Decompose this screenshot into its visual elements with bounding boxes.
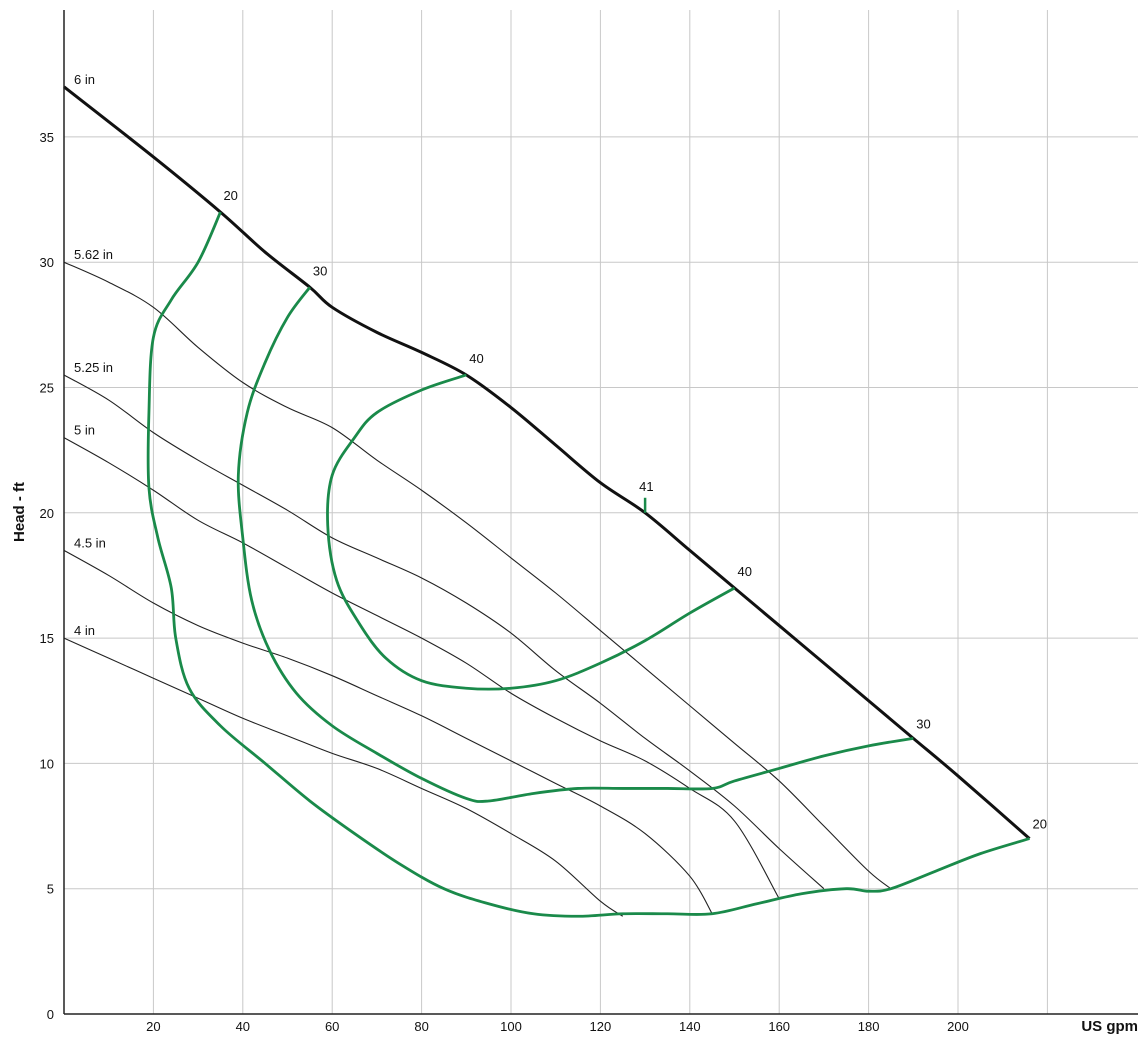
impeller-curve xyxy=(63,261,892,890)
curve-labels: 6 in 5.62 in 5.25 in 5 in 4.5 in 4 in 20 30 40 40… xyxy=(74,72,1047,832)
efficiency-curve xyxy=(326,373,736,691)
efficiency-label: 20 xyxy=(1033,817,1047,832)
grid-lines xyxy=(64,10,1138,1014)
impeller-curve-label: 5.62 in xyxy=(74,247,113,262)
efficiency-curve xyxy=(146,211,1030,918)
efficiency-label: 40 xyxy=(469,351,483,366)
x-axis-title: US gpm xyxy=(1081,1018,1138,1035)
impeller-curve-label: 6 in xyxy=(74,72,95,87)
efficiency-label: 41 xyxy=(639,479,653,494)
x-tick-label: 80 xyxy=(414,1019,428,1034)
impeller-curve-label: 4.5 in xyxy=(74,535,106,550)
efficiency-curve xyxy=(236,286,914,803)
y-tick-label: 5 xyxy=(47,882,54,897)
y-tick-label: 0 xyxy=(47,1007,54,1022)
y-tick-label: 30 xyxy=(40,255,54,270)
impeller-curve xyxy=(63,637,624,917)
y-tick-label: 35 xyxy=(40,130,54,145)
impeller-curve-label: 5 in xyxy=(74,423,95,438)
impeller-curve xyxy=(63,374,825,890)
x-tick-label: 160 xyxy=(768,1019,790,1034)
efficiency-label: 30 xyxy=(313,263,327,278)
y-tick-label: 20 xyxy=(40,506,54,521)
impeller-curve-label: 4 in xyxy=(74,623,95,638)
impeller-curve xyxy=(63,549,713,915)
axes: 20 40 60 80 100 120 140 160 180 200 0 5 10 15 20 25 30 35 xyxy=(40,10,1138,1034)
efficiency-label: 20 xyxy=(223,188,237,203)
y-axis-title: Head - ft xyxy=(11,482,28,542)
efficiency-label: 40 xyxy=(738,564,752,579)
impeller-curve xyxy=(63,437,780,899)
x-tick-label: 180 xyxy=(858,1019,880,1034)
impeller-curve xyxy=(63,85,1031,840)
efficiency-curves xyxy=(146,211,1030,918)
x-tick-label: 140 xyxy=(679,1019,701,1034)
impeller-curve-label: 5.25 in xyxy=(74,360,113,375)
impeller-curves xyxy=(63,85,1031,917)
x-tick-label: 100 xyxy=(500,1019,522,1034)
x-tick-label: 120 xyxy=(590,1019,612,1034)
y-tick-label: 10 xyxy=(40,756,54,771)
y-tick-label: 25 xyxy=(40,381,54,396)
x-tick-label: 200 xyxy=(947,1019,969,1034)
y-tick-label: 15 xyxy=(40,631,54,646)
x-tick-label: 40 xyxy=(236,1019,250,1034)
x-tick-label: 20 xyxy=(146,1019,160,1034)
efficiency-label: 30 xyxy=(916,716,930,731)
x-tick-label: 60 xyxy=(325,1019,339,1034)
